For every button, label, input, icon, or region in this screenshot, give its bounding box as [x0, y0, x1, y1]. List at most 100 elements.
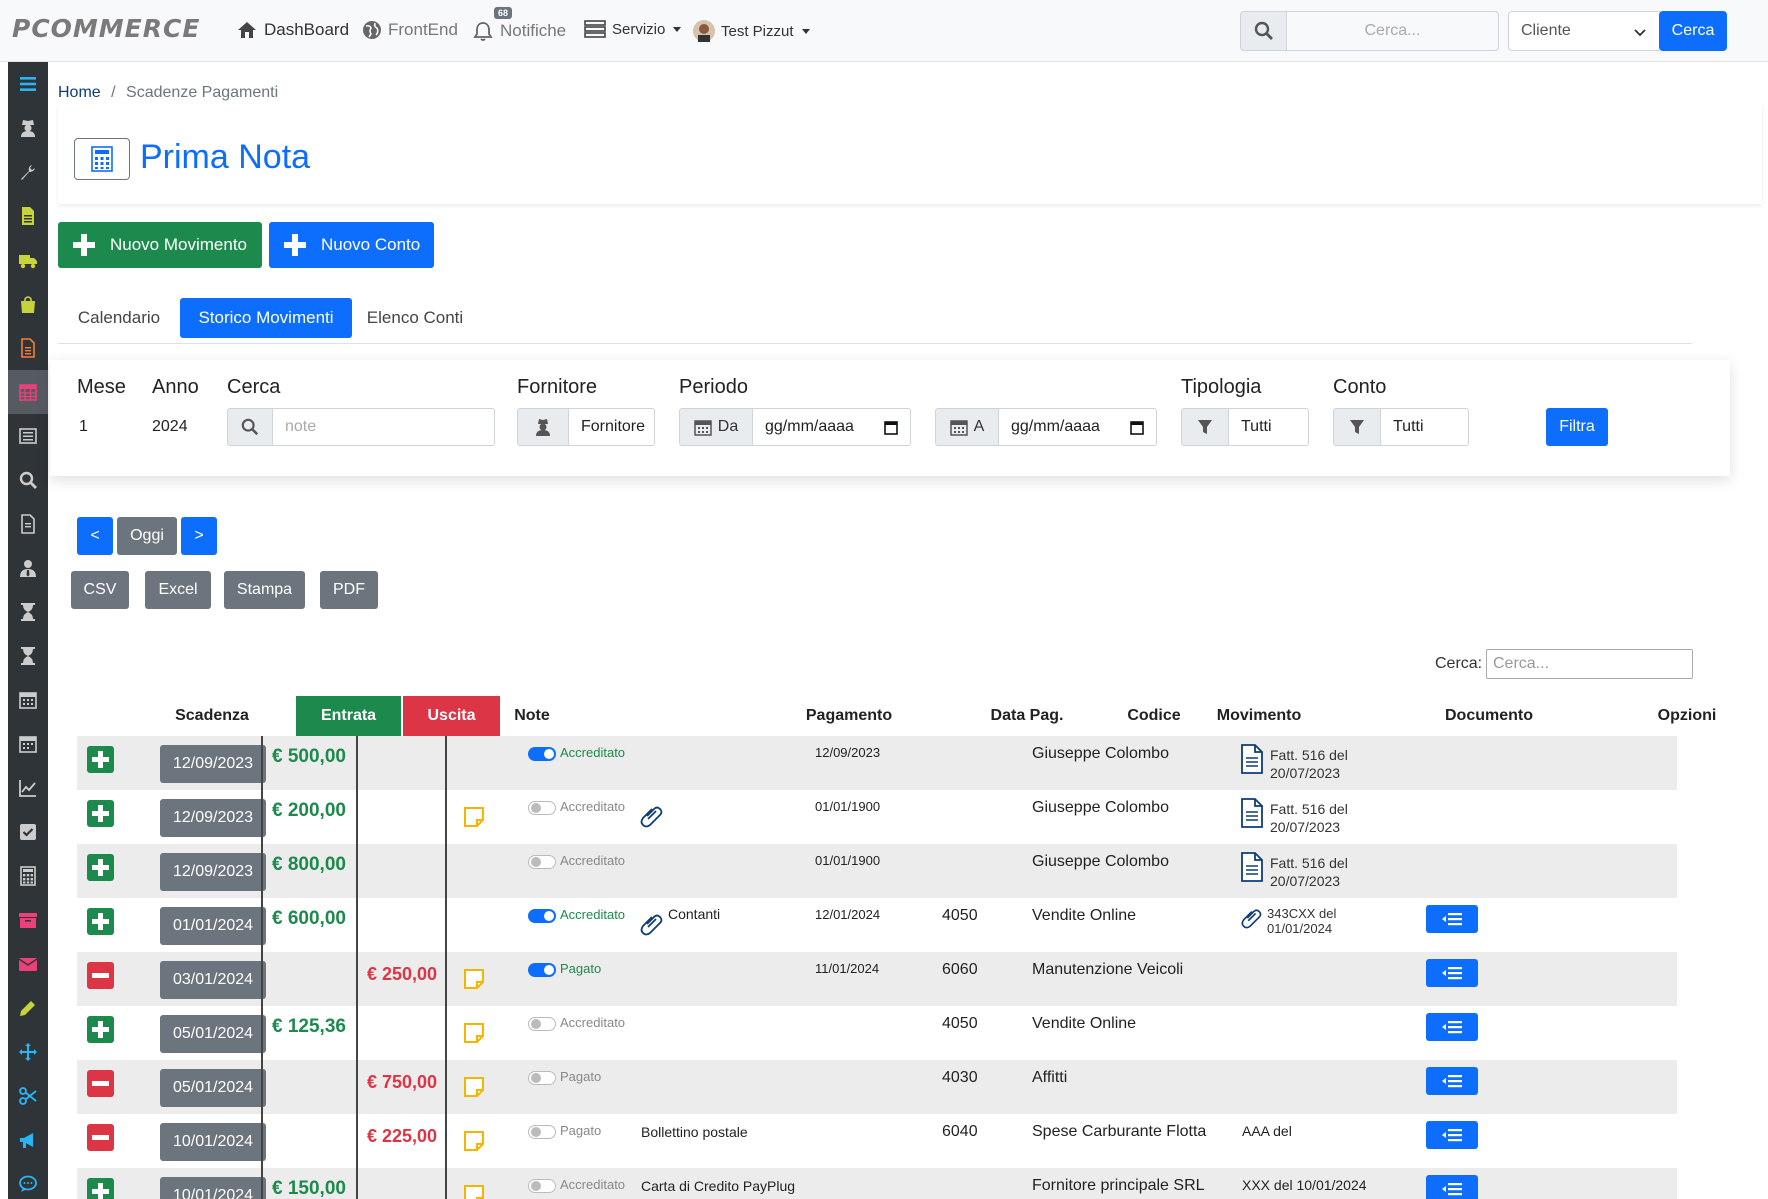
sidebar-item-calendar[interactable] [8, 678, 48, 722]
sidebar-item-hourglass[interactable] [8, 590, 48, 634]
payment-status-toggle[interactable] [528, 963, 556, 977]
row-options-button[interactable] [1426, 959, 1478, 987]
nav-notifiche[interactable]: Notifiche [472, 20, 566, 42]
sidebar-item-scissors[interactable] [8, 1074, 48, 1118]
calendar-picker-icon[interactable] [884, 420, 898, 435]
mese-value[interactable]: 1 [79, 418, 88, 435]
scadenza-date-button[interactable]: 12/09/2023 [160, 799, 266, 837]
payment-status-toggle[interactable] [528, 909, 556, 923]
th-codice[interactable]: Codice [1127, 707, 1181, 724]
th-entrata[interactable]: Entrata [296, 696, 401, 736]
scadenza-date-button[interactable]: 05/01/2024 [160, 1015, 266, 1053]
sidebar-item-file[interactable] [8, 194, 48, 238]
note-icon[interactable] [463, 1184, 485, 1199]
sidebar-item-pencil[interactable] [8, 986, 48, 1030]
row-options-button[interactable] [1426, 1013, 1478, 1041]
sidebar-item-arrows[interactable] [8, 1030, 48, 1074]
entrata-plus-icon[interactable] [87, 800, 114, 827]
payment-status-toggle[interactable] [528, 1071, 556, 1085]
sidebar-item-calendar-table[interactable] [8, 370, 48, 414]
uscita-minus-icon[interactable] [87, 1124, 114, 1151]
payment-status-toggle[interactable] [528, 747, 556, 761]
sidebar-item-user-secret[interactable] [8, 106, 48, 150]
th-data-pag[interactable]: Data Pag. [990, 707, 1064, 724]
sidebar-item-comment[interactable] [8, 1162, 48, 1199]
row-options-button[interactable] [1426, 1121, 1478, 1149]
nav-servizio[interactable]: Servizio [584, 20, 682, 38]
table-search-input[interactable]: Cerca... [1486, 649, 1693, 679]
entrata-plus-icon[interactable] [87, 1178, 114, 1199]
scadenza-date-button[interactable]: 12/09/2023 [160, 853, 266, 891]
paperclip-icon[interactable] [1240, 907, 1262, 934]
global-search-input[interactable]: Cerca... [1286, 11, 1499, 51]
sidebar-item-search[interactable] [8, 458, 48, 502]
note-search-input[interactable]: note [273, 408, 495, 446]
th-note[interactable]: Note [514, 707, 550, 724]
note-icon[interactable] [463, 968, 485, 995]
prev-period-button[interactable]: < [77, 517, 113, 555]
scadenza-date-button[interactable]: 12/09/2023 [160, 745, 266, 783]
th-movimento[interactable]: Movimento [1216, 707, 1302, 724]
sidebar-item-file-text[interactable] [8, 502, 48, 546]
uscita-minus-icon[interactable] [87, 962, 114, 989]
scadenza-date-button[interactable]: 10/01/2024 [160, 1123, 266, 1161]
sidebar-item-calculator[interactable] [8, 854, 48, 898]
sidebar-item-check-square[interactable] [8, 810, 48, 854]
scadenza-date-button[interactable]: 01/01/2024 [160, 907, 266, 945]
filter-button[interactable]: Filtra [1546, 408, 1608, 446]
today-button[interactable]: Oggi [117, 517, 177, 555]
export-excel-button[interactable]: Excel [145, 571, 211, 609]
new-movement-button[interactable]: Nuovo Movimento [58, 222, 262, 268]
document-icon[interactable] [1240, 743, 1264, 780]
payment-status-toggle[interactable] [528, 1017, 556, 1031]
note-icon[interactable] [463, 806, 485, 833]
sidebar-item-calendar-alt[interactable] [8, 722, 48, 766]
breadcrumb-home[interactable]: Home [58, 84, 101, 101]
payment-status-toggle[interactable] [528, 801, 556, 815]
global-search-button[interactable]: Cerca [1659, 11, 1727, 51]
tab-storico-movimenti[interactable]: Storico Movimenti [180, 298, 352, 338]
note-icon[interactable] [463, 1076, 485, 1103]
th-uscita[interactable]: Uscita [403, 696, 500, 736]
sidebar-item-menu[interactable] [8, 62, 48, 106]
th-documento[interactable]: Documento [1445, 707, 1533, 724]
row-options-button[interactable] [1426, 1175, 1478, 1199]
tab-elenco-conti[interactable]: Elenco Conti [366, 308, 464, 327]
app-logo[interactable]: PCOMMERCE [12, 14, 201, 43]
th-pagamento[interactable]: Pagamento [805, 707, 893, 724]
entrata-plus-icon[interactable] [87, 908, 114, 935]
export-csv-button[interactable]: CSV [71, 571, 129, 609]
sidebar-item-envelope[interactable] [8, 942, 48, 986]
sidebar-item-truck[interactable] [8, 238, 48, 282]
entrata-plus-icon[interactable] [87, 746, 114, 773]
payment-status-toggle[interactable] [528, 1179, 556, 1193]
payment-status-toggle[interactable] [528, 1125, 556, 1139]
sidebar-item-archive[interactable] [8, 898, 48, 942]
tab-calendario[interactable]: Calendario [77, 308, 161, 327]
search-scope-select[interactable]: Cliente [1508, 11, 1662, 51]
scadenza-date-button[interactable]: 05/01/2024 [160, 1069, 266, 1107]
nav-dashboard[interactable]: DashBoard [236, 20, 349, 40]
sidebar-item-chart-line[interactable] [8, 766, 48, 810]
sidebar-item-wrench[interactable] [8, 150, 48, 194]
note-icon[interactable] [463, 1130, 485, 1157]
sidebar-item-user-tie[interactable] [8, 546, 48, 590]
paperclip-icon[interactable] [639, 804, 663, 833]
paperclip-icon[interactable] [639, 912, 663, 941]
print-button[interactable]: Stampa [224, 571, 305, 609]
entrata-plus-icon[interactable] [87, 1016, 114, 1043]
entrata-plus-icon[interactable] [87, 854, 114, 881]
scadenza-date-button[interactable]: 10/01/2024 [160, 1177, 266, 1199]
new-account-button[interactable]: Nuovo Conto [269, 222, 434, 268]
document-icon[interactable] [1240, 797, 1264, 834]
uscita-minus-icon[interactable] [87, 1070, 114, 1097]
scadenza-date-button[interactable]: 03/01/2024 [160, 961, 266, 999]
sidebar-item-bullhorn[interactable] [8, 1118, 48, 1162]
note-icon[interactable] [463, 1022, 485, 1049]
nav-frontend[interactable]: FrontEnd [362, 20, 458, 40]
sidebar-item-shopping-bag[interactable] [8, 282, 48, 326]
anno-value[interactable]: 2024 [152, 418, 188, 435]
th-scadenza[interactable]: Scadenza [175, 707, 249, 724]
periodo-da-input[interactable]: gg/mm/aaaa [753, 408, 911, 446]
fornitore-input[interactable]: Fornitore [569, 408, 655, 446]
